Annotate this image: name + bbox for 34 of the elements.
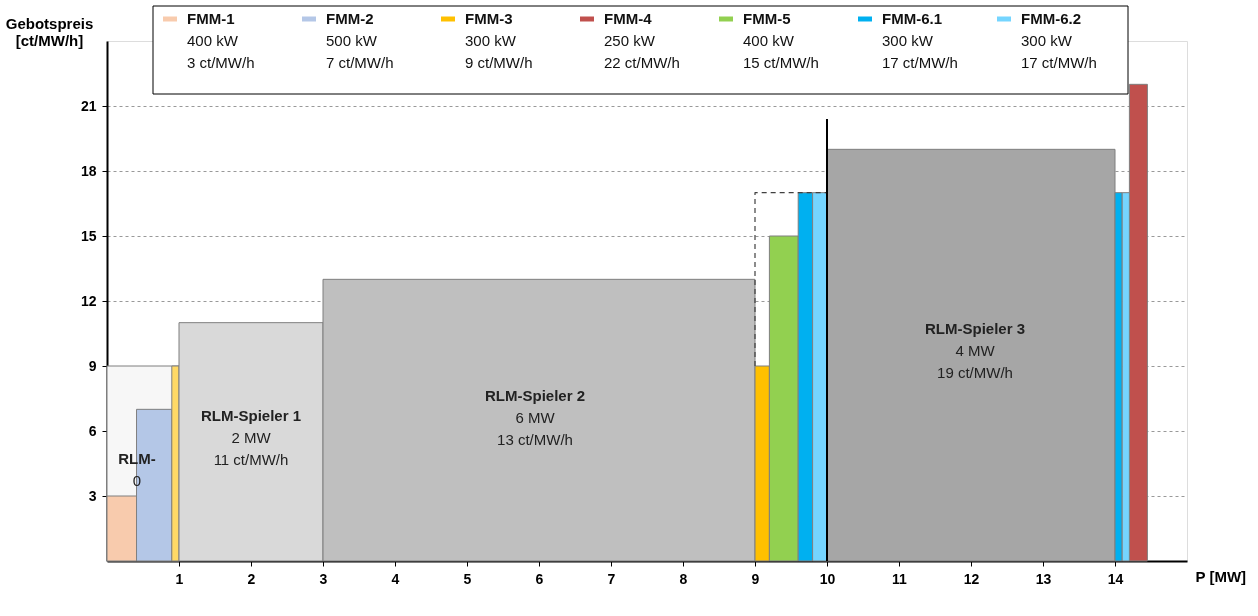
x-tick-label: 11 bbox=[892, 570, 908, 587]
annotation: RLM-Spieler 3 4 MW 19 ct/MW/h bbox=[924, 320, 1026, 381]
y-tick-label: 21 bbox=[80, 97, 97, 114]
x-tick-label: 10 bbox=[819, 570, 836, 587]
x-tick-label: 8 bbox=[679, 570, 688, 587]
x-tick-label: 5 bbox=[463, 570, 472, 587]
y-tick-label: 12 bbox=[80, 292, 97, 309]
annotation: RLM- 0 bbox=[118, 450, 156, 489]
x-tick-label: 1 bbox=[175, 570, 184, 587]
legend-label: FMM-1 400 kW 3 ct/MW/h bbox=[187, 10, 255, 71]
x-tick-label: 4 bbox=[391, 570, 400, 587]
x-tick-label: 7 bbox=[607, 570, 616, 587]
y-tick-label: 18 bbox=[80, 162, 97, 179]
x-tick-label: 12 bbox=[963, 570, 980, 587]
y-tick-label: 9 bbox=[88, 357, 97, 374]
x-tick-label: 3 bbox=[319, 570, 328, 587]
legend-label: FMM-6.2 300 kW 17 ct/MW/h bbox=[1021, 10, 1097, 71]
legend-label: FMM-3 300 kW 9 ct/MW/h bbox=[465, 10, 533, 71]
x-tick-label: 13 bbox=[1035, 570, 1052, 587]
legend-label: FMM-5 400 kW 15 ct/MW/h bbox=[743, 10, 819, 71]
x-tick-label: 2 bbox=[247, 570, 256, 587]
legend-label: FMM-2 500 kW 7 ct/MW/h bbox=[326, 10, 394, 71]
y-axis-title: Gebotspreis [ct/MW/h] bbox=[5, 14, 94, 49]
x-axis-title: P [MW] bbox=[1195, 567, 1247, 585]
annotation: RLM-Spieler 2 6 MW 13 ct/MW/h bbox=[484, 387, 586, 448]
y-tick-label: 6 bbox=[88, 422, 97, 439]
legend-label: FMM-6.1 300 kW 17 ct/MW/h bbox=[882, 10, 958, 71]
y-tick-label: 15 bbox=[80, 227, 97, 244]
annotation: RLM-Spieler 1 2 MW 11 ct/MW/h bbox=[200, 407, 302, 468]
y-tick-label: 3 bbox=[88, 487, 97, 504]
legend-label: FMM-4 250 kW 22 ct/MW/h bbox=[604, 10, 680, 71]
x-tick-label: 6 bbox=[535, 570, 544, 587]
x-tick-label: 14 bbox=[1107, 570, 1124, 587]
x-tick-label: 9 bbox=[751, 570, 760, 587]
